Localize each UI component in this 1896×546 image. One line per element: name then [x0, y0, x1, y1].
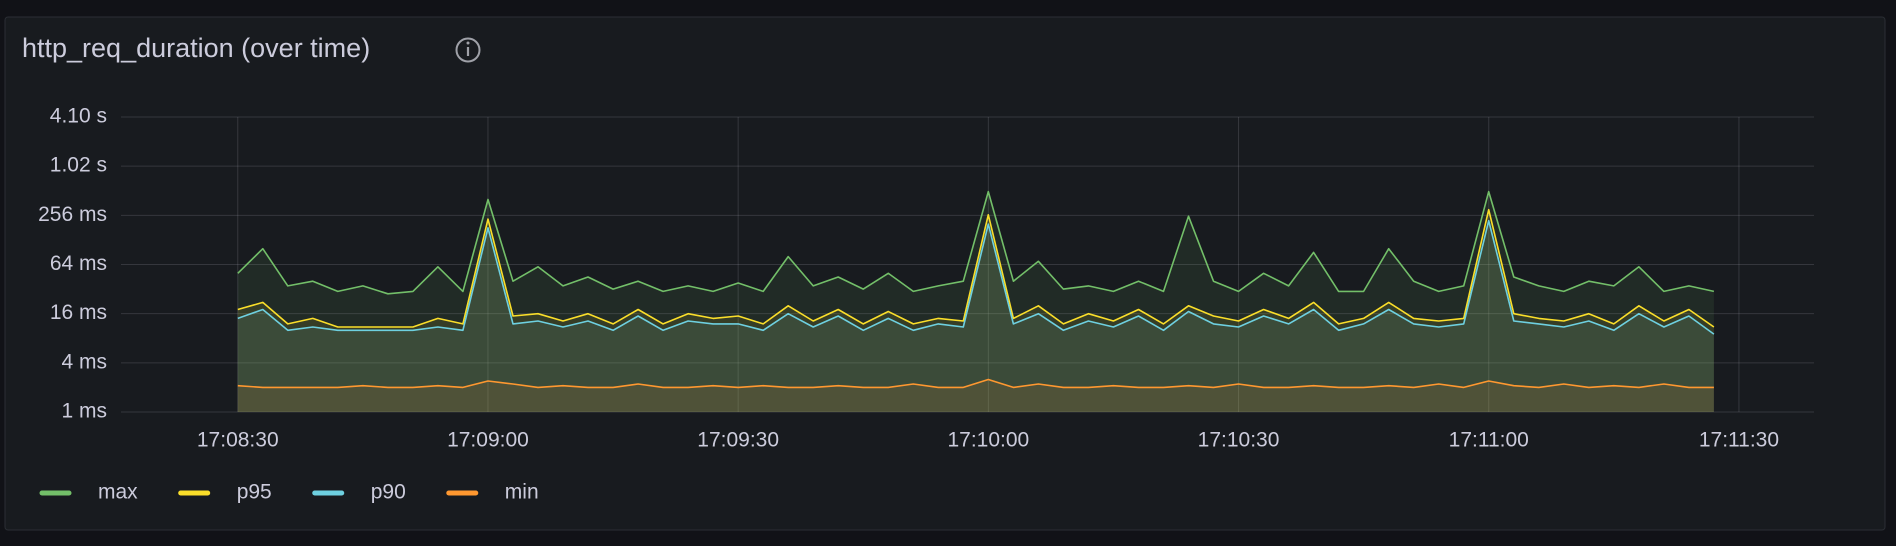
y-tick-label: 1 ms	[61, 400, 107, 423]
y-tick-label: 1.02 s	[50, 154, 107, 177]
series-line	[237, 208, 1715, 328]
y-tick-label: 16 ms	[50, 301, 107, 324]
series-line	[237, 219, 1715, 335]
x-tick-label: 17:09:00	[447, 429, 529, 452]
x-tick-label: 17:10:30	[1198, 429, 1280, 452]
series-line	[237, 378, 1714, 389]
series-area	[237, 191, 1714, 412]
y-tick-label: 256 ms	[38, 203, 107, 226]
x-tick-label: 17:09:30	[697, 429, 779, 452]
legend-label: p90	[371, 481, 406, 504]
series-area	[237, 220, 1714, 412]
panel	[4, 16, 1886, 531]
x-tick-label: 17:11:00	[1449, 429, 1529, 452]
legend-label: p95	[237, 481, 272, 504]
series-line	[237, 190, 1715, 295]
legend-label: min	[505, 481, 539, 504]
x-tick-label: 17:08:30	[197, 429, 279, 452]
info-icon[interactable]	[455, 37, 481, 63]
x-tick-label: 17:11:30	[1699, 429, 1779, 452]
legend-label: max	[98, 481, 138, 504]
x-tick-label: 17:10:00	[947, 429, 1029, 452]
y-tick-label: 4.10 s	[50, 105, 107, 128]
y-tick-label: 4 ms	[61, 350, 107, 373]
panel-title: http_req_duration (over time)	[22, 33, 370, 63]
series-area	[237, 209, 1714, 412]
y-tick-label: 64 ms	[50, 252, 107, 275]
